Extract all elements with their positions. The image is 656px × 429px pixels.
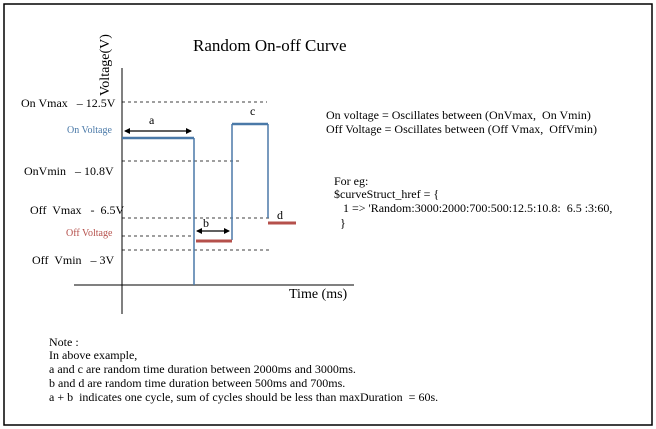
y-axis-label: Voltage(V) bbox=[98, 34, 113, 96]
diagram-title: Random On-off Curve bbox=[193, 36, 347, 55]
example-heading: For eg: bbox=[334, 174, 369, 188]
segment-label-c: c bbox=[250, 104, 256, 118]
note-line-3: b and d are random time duration between… bbox=[49, 376, 346, 390]
note-line-2: a and c are random time duration between… bbox=[49, 362, 356, 376]
segment-label-a: a bbox=[149, 113, 155, 127]
arrow-a-right-head bbox=[186, 128, 192, 134]
segment-label-d: d bbox=[277, 208, 283, 222]
example-line-1: $curveStruct_href = { bbox=[334, 187, 440, 201]
arrow-b-right-head bbox=[224, 228, 230, 234]
off-voltage-label: Off Voltage bbox=[66, 228, 113, 239]
note-line-1: In above example, bbox=[49, 348, 138, 362]
off-vmax-label: Off Vmax - 6.5V bbox=[30, 203, 125, 217]
on-voltage-label: On Voltage bbox=[67, 125, 112, 136]
off-voltage-description: Off Voltage = Oscillates between (Off Vm… bbox=[326, 122, 598, 136]
outer-border bbox=[3, 3, 653, 426]
off-vmin-label: Off Vmin – 3V bbox=[32, 253, 115, 267]
example-line-3: } bbox=[334, 216, 346, 230]
note-line-4: a + b indicates one cycle, sum of cycles… bbox=[49, 390, 439, 404]
x-axis-label: Time (ms) bbox=[289, 287, 348, 302]
on-vmax-label: On Vmax – 12.5V bbox=[21, 96, 116, 110]
segment-label-b: b bbox=[203, 216, 209, 230]
note-heading: Note : bbox=[49, 335, 79, 349]
arrow-b-left-head bbox=[196, 228, 202, 234]
arrow-a-left-head bbox=[124, 128, 130, 134]
on-voltage-description: On voltage = Oscillates between (OnVmax,… bbox=[326, 108, 591, 122]
example-line-2: 1 => 'Random:3000:2000:700:500:12.5:10.8… bbox=[334, 201, 613, 215]
on-vmin-label: OnVmin – 10.8V bbox=[24, 164, 114, 178]
